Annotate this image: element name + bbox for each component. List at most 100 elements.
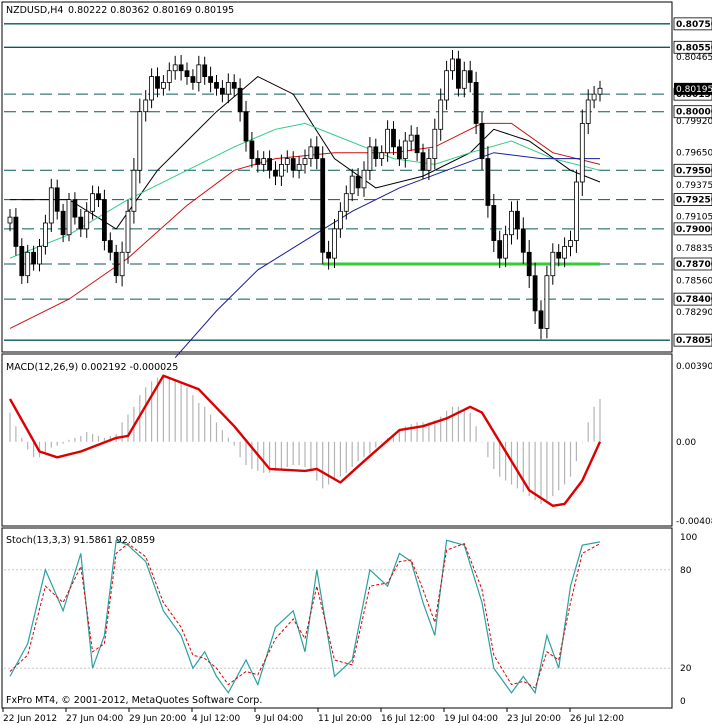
macd-histogram-bar [569, 441, 572, 477]
macd-histogram-bar [339, 441, 341, 477]
macd-histogram-bar [156, 377, 159, 442]
macd-histogram-bar [233, 441, 235, 446]
candle-body [349, 175, 355, 195]
candle-body [267, 158, 273, 171]
candle-body [37, 246, 42, 265]
macd-histogram-bar [416, 422, 418, 442]
current-price-box [674, 82, 712, 95]
candle-body [19, 246, 25, 277]
macd-histogram-bar [221, 430, 223, 442]
stoch-tick-label: 80 [680, 566, 692, 576]
candle-body [320, 158, 326, 253]
macd-histogram-bar [74, 437, 76, 442]
level-price-box [673, 17, 712, 31]
stoch-tick-label: 100 [680, 533, 697, 543]
macd-histogram-bar [316, 441, 318, 481]
macd-histogram-bar [534, 441, 536, 501]
time-label: 22 Jun 2012 [3, 714, 57, 724]
candle-body [178, 64, 184, 72]
candle-body [149, 76, 155, 101]
macd-histogram-bar [127, 414, 129, 442]
candle-body [208, 76, 214, 83]
macd-histogram-bar [280, 441, 282, 469]
candle-body [54, 187, 60, 212]
candle-body [579, 123, 585, 183]
candle-body [72, 199, 78, 218]
macd-histogram-bar [227, 437, 229, 442]
level-price-box [673, 40, 712, 54]
candle-body [7, 216, 13, 224]
candle-body [107, 240, 113, 253]
candle-body [314, 146, 320, 159]
level-price-box [673, 222, 712, 236]
current-price-label: 0.80195 [676, 85, 712, 95]
macd-histogram-bar [210, 414, 212, 442]
macd-histogram-bar [162, 375, 164, 442]
macd-histogram-bar [56, 441, 58, 446]
candle-body [155, 76, 160, 89]
macd-histogram-bar [528, 441, 530, 497]
macd-histogram-bar [292, 441, 294, 466]
candle-body [60, 210, 66, 236]
macd-histogram-bar [369, 441, 371, 454]
candle-body [455, 58, 461, 89]
candle-body [467, 70, 473, 83]
macd-tick-label: 0.00 [676, 438, 696, 448]
candle-body [420, 152, 426, 171]
macd-histogram-bar [546, 441, 548, 501]
candle-body [190, 76, 196, 83]
macd-histogram-bar [50, 441, 52, 448]
macd-histogram-bar [599, 399, 601, 442]
time-label: 26 Jul 12:00 [570, 714, 624, 724]
macd-panel [1, 353, 673, 527]
candle-body [326, 251, 332, 259]
time-label: 19 Jul 04:00 [444, 714, 498, 724]
macd-histogram-bar [109, 435, 111, 442]
macd-histogram-bar [215, 422, 218, 442]
macd-histogram-bar [345, 441, 347, 473]
macd-histogram-bar [121, 422, 123, 442]
copyright-text: FxPro MT4, © 2001-2012, MetaQuotes Softw… [6, 695, 262, 706]
time-label: 16 Jul 12:00 [381, 714, 435, 724]
candle-body [13, 216, 19, 247]
macd-histogram-bar [457, 406, 459, 442]
candle-body [532, 275, 538, 312]
candle-body [414, 134, 420, 154]
macd-histogram-bar [564, 441, 566, 485]
macd-histogram-bar [475, 426, 477, 442]
candle-body [202, 64, 208, 77]
level-price-box [673, 292, 712, 306]
macd-histogram-bar [581, 441, 583, 443]
macd-histogram-bar [62, 441, 64, 444]
moving-average-line [9, 122, 601, 259]
candle-body [343, 193, 349, 212]
candle-body [355, 175, 361, 189]
candle-body [432, 128, 438, 159]
price-tick-label: 0.78560 [676, 276, 712, 286]
candle-body [243, 111, 249, 142]
candle-body [544, 275, 550, 329]
macd-histogram-bar [44, 441, 46, 454]
macd-histogram-bar [381, 441, 383, 443]
macd-histogram-bar [80, 435, 82, 442]
candle-body [337, 210, 343, 230]
macd-histogram-bar [68, 439, 70, 442]
price-tick-label: 0.79375 [676, 181, 712, 191]
candle-body [196, 64, 202, 83]
candle-body [184, 70, 190, 77]
macd-histogram-bar [21, 437, 23, 442]
time-label: 27 Jun 04:00 [66, 714, 123, 724]
macd-histogram-bar [481, 441, 483, 443]
macd-histogram-bar [92, 433, 94, 442]
macd-histogram-bar [516, 441, 518, 489]
candle-body [361, 169, 367, 189]
moving-average-line [174, 152, 600, 359]
time-label: 4 Jul 12:00 [192, 714, 241, 724]
